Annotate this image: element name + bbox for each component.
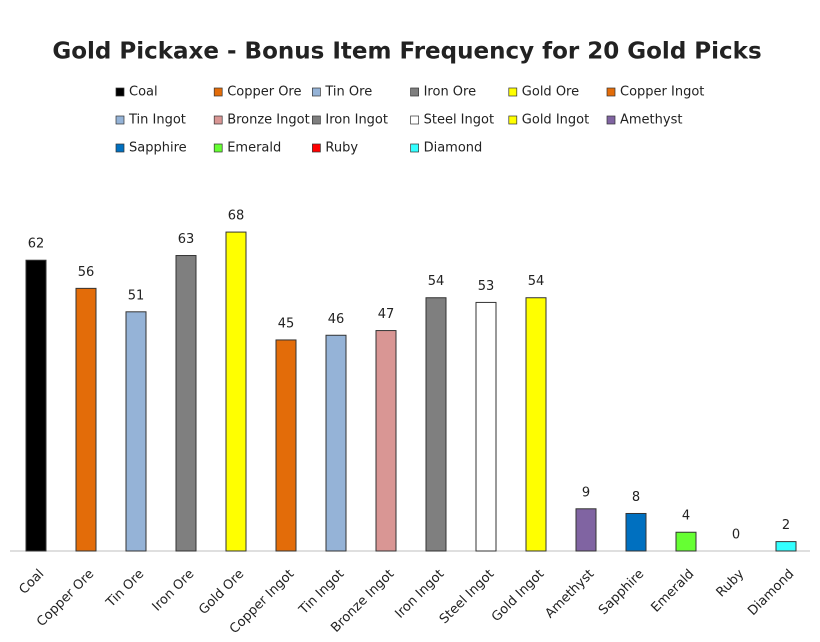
bar	[775, 541, 797, 552]
legend-label: Steel Ingot	[424, 113, 494, 128]
legend-label: Gold Ingot	[522, 113, 589, 128]
chart-title: Gold Pickaxe - Bonus Item Frequency for …	[52, 39, 761, 65]
data-label: 4	[682, 509, 690, 524]
legend-swatch	[606, 87, 616, 97]
data-label: 68	[228, 209, 245, 224]
bar	[325, 334, 347, 552]
legend-label: Tin Ingot	[128, 113, 186, 128]
legend-label: Ruby	[325, 141, 358, 156]
bar	[125, 311, 147, 552]
legend-swatch	[312, 87, 321, 97]
data-label: 46	[328, 312, 345, 327]
legend-swatch	[410, 115, 419, 125]
legend-swatch	[410, 143, 419, 153]
legend-label: Sapphire	[129, 141, 187, 156]
legend-swatch	[115, 143, 125, 153]
legend-swatch	[213, 143, 223, 153]
legend-label: Copper Ingot	[620, 85, 704, 100]
legend-label: Coal	[129, 85, 158, 100]
bar	[475, 301, 497, 552]
legend-swatch	[508, 87, 518, 97]
legend-label: Copper Ore	[227, 85, 301, 100]
legend-label: Amethyst	[620, 113, 682, 128]
bar	[25, 259, 47, 552]
data-label: 51	[128, 288, 145, 303]
legend-label: Diamond	[424, 141, 483, 156]
legend-swatch	[213, 115, 223, 125]
legend-swatch	[115, 115, 125, 125]
bar	[675, 531, 697, 552]
data-label: 63	[178, 232, 195, 247]
bar	[225, 231, 247, 552]
data-label: 45	[278, 316, 295, 331]
bar	[75, 287, 97, 552]
legend-swatch	[508, 115, 518, 125]
data-label: 8	[632, 490, 640, 505]
legend-swatch	[115, 87, 125, 97]
legend-label: Bronze Ingot	[227, 113, 310, 128]
legend-swatch	[213, 87, 223, 97]
legend-swatch	[606, 115, 616, 125]
bar	[575, 508, 597, 552]
data-label: 9	[582, 485, 590, 500]
legend-label: Gold Ore	[522, 85, 579, 100]
legend-label: Iron Ingot	[325, 113, 388, 128]
bar	[175, 255, 197, 552]
data-label: 0	[732, 528, 740, 543]
legend-label: Iron Ore	[424, 85, 477, 100]
data-label: 54	[528, 274, 545, 289]
data-label: 47	[378, 307, 395, 322]
bar	[625, 512, 647, 552]
legend-swatch	[312, 143, 321, 153]
data-label: 62	[28, 237, 45, 252]
bar	[525, 297, 547, 552]
bar	[275, 339, 297, 552]
legend-label: Tin Ore	[324, 85, 372, 100]
data-label: 53	[478, 279, 495, 294]
data-label: 54	[428, 274, 445, 289]
bar	[375, 330, 397, 552]
data-label: 2	[782, 518, 790, 533]
legend-label: Emerald	[227, 141, 281, 156]
legend-swatch	[410, 87, 419, 97]
bar	[425, 297, 447, 552]
data-label: 56	[78, 265, 95, 280]
legend-swatch	[312, 115, 321, 125]
